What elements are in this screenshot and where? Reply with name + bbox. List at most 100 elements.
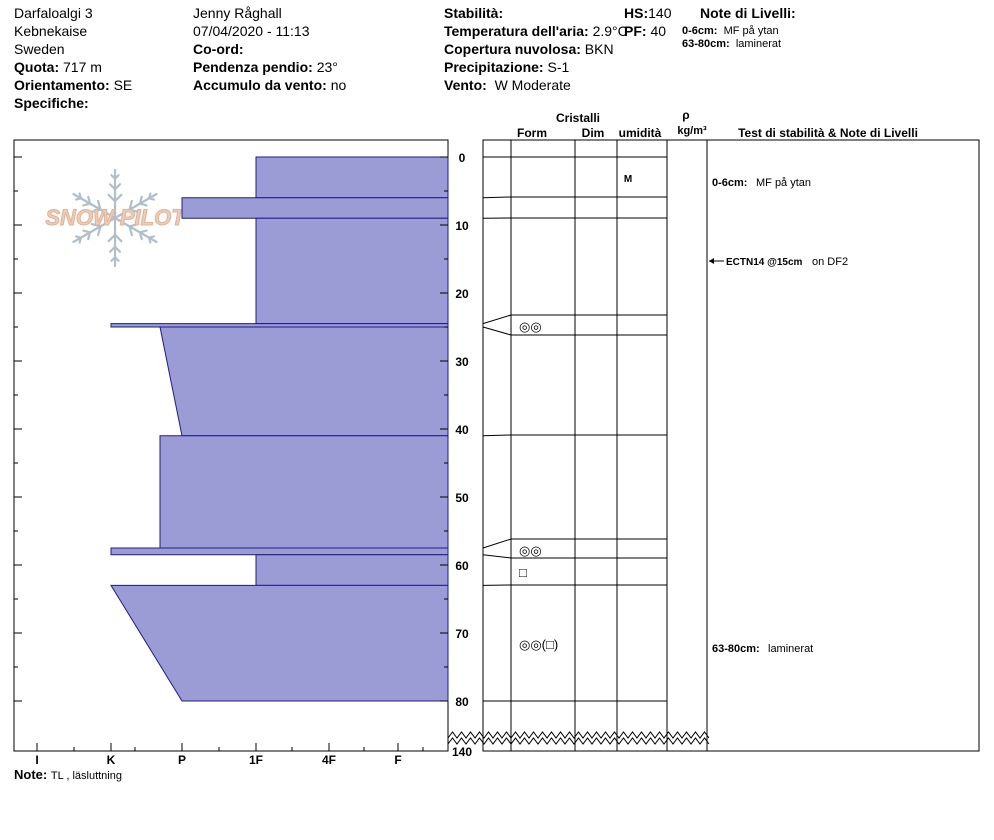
snowflake-branch-1-0r (128, 208, 140, 214)
snowflake-branch-0-2r (113, 174, 120, 180)
snowflake-branch-5-0l (90, 208, 102, 214)
depth-minor-ticks (14, 190, 448, 668)
vento-row: Vento: W Moderate (444, 76, 571, 94)
precipitazione-row: Precipitazione: S-1 (444, 58, 569, 76)
vento-label: Vento: (444, 77, 487, 93)
umidita-header: umidità (619, 126, 662, 140)
orientamento-row: Orientamento: SE (14, 76, 132, 94)
depth-tick-label-9: 140 (452, 745, 472, 759)
specifiche-label: Specifiche: (14, 95, 89, 111)
note-livelli-title: Note di Livelli: (700, 5, 796, 21)
grain-form-3: ◎◎(□) (519, 637, 558, 652)
stabilita-label: Stabilità: (444, 5, 504, 21)
temperatura-label: Temperatura dell'aria: (444, 23, 589, 39)
snowflake-branch-4-0r (90, 222, 102, 228)
depth-tick-label-4: 40 (455, 423, 469, 437)
cristalli-header: Cristalli (556, 111, 600, 125)
precipitazione-label: Precipitazione: (444, 59, 544, 75)
hardness-axis: I K P 1F 4F F (35, 743, 424, 767)
snowflake-branch-0-0l (107, 193, 117, 203)
snowflake-branch-4-2r (74, 235, 83, 239)
pendenza-label: Pendenza pendio: (193, 59, 313, 75)
hardness-tick-label-5: F (394, 753, 401, 767)
depth-tick-label-2: 20 (455, 287, 469, 301)
snowflake-branch-4-1l (87, 231, 92, 241)
stability-tests: ECTN14 @15cm on DF2 (709, 256, 848, 268)
grain-form-1: ◎◎ (519, 543, 542, 558)
precipitazione-value: S-1 (547, 59, 570, 75)
hardness-tick-label-0: I (35, 753, 38, 767)
snowflake-branch-4-0l (97, 225, 102, 237)
depth-tick-label-3: 30 (455, 355, 469, 369)
quota-row: Quota: 717 m (14, 58, 102, 76)
location-name: Darfaloalgi 3 (14, 5, 93, 21)
density-unit-header: kg/m³ (677, 125, 707, 137)
layer-note-range-1: 63-80cm: (712, 643, 760, 655)
accumulo-label: Accumulo da vento: (193, 77, 327, 93)
temperatura-value: 2.9°C (592, 23, 628, 39)
hardness-layer-4 (159, 326, 449, 437)
depth-break-zigzag (447, 731, 710, 745)
layer-note-text-0: MF på ytan (756, 177, 811, 189)
test-header: Test di stabilità & Note di Livelli (738, 126, 918, 140)
vento-value: W Moderate (494, 77, 571, 93)
snowflake-branch-1-1l (138, 195, 143, 205)
snowflake-branch-5-2r (78, 192, 83, 200)
rho-header: ρ (682, 108, 689, 122)
snowflake-branch-2-1r (138, 231, 143, 241)
footer-note-label: Note: (14, 767, 48, 782)
snowflake-branch-2-0r (128, 225, 133, 237)
snowflake-branch-0-0r (113, 193, 123, 203)
specifiche-row: Specifiche: (14, 94, 89, 112)
coord-label: Co-ord: (193, 41, 244, 57)
table-connector-7 (482, 554, 512, 559)
crystal-table-frame (482, 139, 980, 752)
table-layer-lines (482, 156, 667, 702)
snowpilot-logo: SNOW PILOT (45, 168, 187, 268)
hardness-layer-2 (255, 217, 449, 325)
orientamento-label: Orientamento: (14, 77, 110, 93)
footer-note-value: TL , läsluttning (50, 770, 122, 782)
copertura-label: Copertura nuvolosa: (444, 41, 581, 57)
snowflake-branch-5-1l (82, 202, 92, 207)
hs-label: HS: (624, 5, 649, 21)
hs-value: 140 (648, 5, 672, 21)
hardness-layer-7 (255, 554, 449, 586)
hardness-layer-8 (110, 584, 449, 702)
accumulo-row: Accumulo da vento: no (193, 76, 346, 94)
layer-note-range-0: 0-6cm: (712, 177, 747, 189)
pendenza-row: Pendenza pendio: 23° (193, 58, 338, 76)
snowflake-branch-0-1l (108, 183, 117, 191)
stability-arrow-head-0 (709, 258, 714, 264)
quota-value: 717 m (63, 59, 102, 75)
snowflake-branch-3-0l (113, 233, 123, 243)
snowflake-branch-5-1r (87, 195, 92, 205)
hardness-layer-0 (255, 156, 449, 199)
snowflake-branch-2-2r (147, 236, 152, 244)
note-livelli-1: 63-80cm: laminerat (682, 38, 781, 51)
hardness-tick-label-4: 4F (322, 753, 336, 767)
table-connector-3 (482, 314, 512, 325)
stability-test-0: ECTN14 @15cm (726, 257, 803, 268)
accumulo-value: no (330, 77, 347, 93)
hardness-layer-1 (181, 197, 449, 219)
country-name: Sweden (14, 41, 65, 57)
depth-tick-label-7: 70 (455, 627, 469, 641)
hardness-layer-3 (110, 323, 449, 328)
moisture-value-0: M (624, 174, 632, 185)
snowflake-branch-4-1r (82, 229, 92, 234)
copertura-value: BKN (584, 41, 614, 57)
zigzag-line-1 (447, 737, 710, 745)
coord-row: Co-ord: (193, 40, 244, 58)
layer-note-text-1: laminerat (768, 643, 813, 655)
snowflake-branch-2-0l (128, 222, 140, 228)
area-name: Kebnekaise (14, 23, 88, 39)
table-connector-1 (482, 196, 512, 199)
hardness-tick-label-2: P (178, 753, 186, 767)
snowflake-icon (72, 168, 158, 268)
snowflake-branch-5-0r (97, 199, 102, 211)
temperatura-row: Temperatura dell'aria: 2.9°C (444, 22, 628, 40)
grain-form-2: □ (519, 565, 527, 580)
note-livelli-0-range: 0-6cm: (682, 25, 718, 37)
depth-axis: 0 10 20 30 40 50 60 70 80 140 (14, 151, 472, 759)
